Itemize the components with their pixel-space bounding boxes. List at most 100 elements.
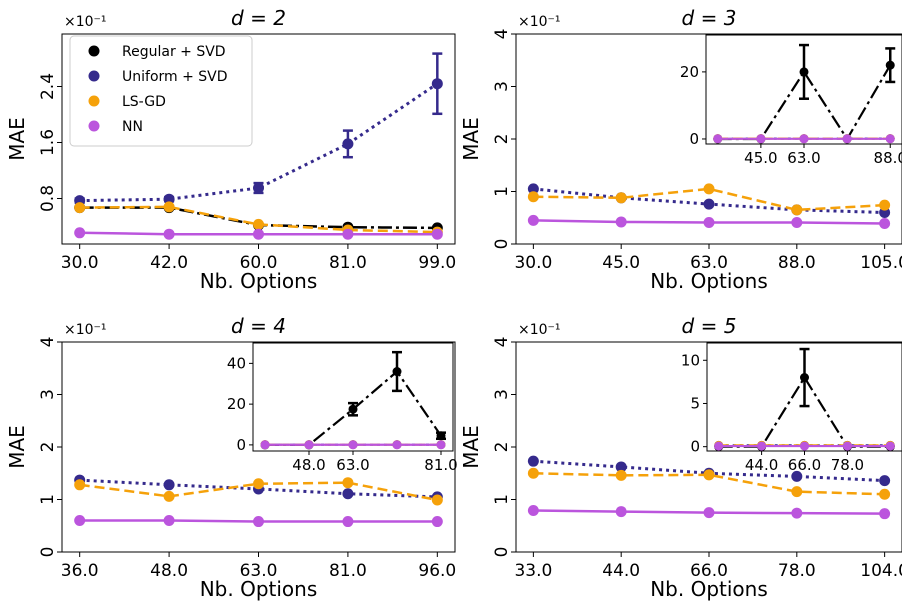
y-tick-label: 3 bbox=[492, 81, 512, 92]
inset-x-tick-label: 48.0 bbox=[292, 456, 325, 474]
x-axis-label: Nb. Options bbox=[200, 269, 318, 293]
series-point bbox=[253, 182, 264, 194]
x-tick-label: 81.0 bbox=[329, 561, 367, 581]
series-point bbox=[431, 494, 443, 506]
subplot-3: d = 4 ×10⁻¹ 36.0 48.0 63.0 81.0 96.0 Nb. Option… bbox=[5, 314, 458, 601]
series-point bbox=[791, 507, 803, 519]
legend-box bbox=[69, 35, 253, 147]
series-point bbox=[74, 227, 86, 239]
y-tick-label: 2 bbox=[38, 442, 58, 453]
y-multiplier: ×10⁻¹ bbox=[518, 14, 561, 30]
y-tick-label: 0.8 bbox=[38, 185, 58, 212]
plot-area bbox=[74, 52, 443, 240]
series-line-ls-gd bbox=[533, 472, 885, 496]
series-line-uniform-svd bbox=[79, 82, 439, 203]
series-point bbox=[879, 488, 891, 500]
inset-x-tick-label: 78.0 bbox=[831, 456, 864, 474]
x-tick-label: 60.0 bbox=[240, 253, 278, 273]
series-point bbox=[615, 469, 627, 481]
series-point bbox=[342, 228, 354, 240]
series-point bbox=[431, 516, 443, 528]
series-point bbox=[431, 78, 443, 90]
x-tick-label: 105.0 bbox=[860, 253, 902, 273]
inset-y-tick-label: 0 bbox=[689, 130, 699, 148]
y-tick-label: 4 bbox=[492, 29, 512, 40]
legend-label: Regular + SVD bbox=[122, 44, 226, 60]
series-point bbox=[342, 488, 354, 500]
inset-series-point bbox=[756, 134, 766, 144]
x-tick-label: 63.0 bbox=[690, 253, 728, 273]
inset-plot: 0 20 40 48.0 63.0 81.0 bbox=[227, 342, 458, 474]
series-point bbox=[163, 479, 175, 491]
inset-series-point bbox=[348, 440, 358, 450]
inset-x-tick-label: 81.0 bbox=[424, 456, 457, 474]
x-tick-label: 104.0 bbox=[860, 561, 902, 581]
x-tick-label: 42.0 bbox=[150, 253, 188, 273]
x-tick-label: 44.0 bbox=[602, 561, 640, 581]
series-point bbox=[879, 475, 891, 487]
inset-series-point bbox=[799, 134, 809, 144]
series-point bbox=[527, 183, 539, 195]
subplot-4: d = 5 ×10⁻¹ 33.0 44.0 66.0 78.0 104.0 Nb. Optio… bbox=[459, 314, 902, 601]
legend-label: Uniform + SVD bbox=[122, 69, 228, 85]
x-tick-label: 33.0 bbox=[514, 561, 552, 581]
series-point bbox=[615, 506, 627, 518]
series-point bbox=[253, 516, 264, 528]
series-point bbox=[74, 515, 86, 526]
x-tick-label: 45.0 bbox=[602, 253, 640, 273]
inset-series-point bbox=[885, 441, 895, 451]
inset-series-point bbox=[304, 440, 314, 450]
chart-title: d = 4 bbox=[231, 314, 286, 338]
series-point bbox=[527, 505, 539, 517]
series-point bbox=[342, 477, 354, 489]
inset-y-tick-label: 20 bbox=[680, 63, 699, 81]
y-axis-label: MAE bbox=[5, 425, 29, 469]
x-tick-label: 63.0 bbox=[240, 561, 278, 581]
y-tick-label: 1 bbox=[492, 494, 512, 505]
x-tick-label: 81.0 bbox=[329, 253, 367, 273]
inset-y-tick-label: 0 bbox=[236, 436, 246, 454]
legend-marker bbox=[88, 45, 100, 57]
series-point bbox=[615, 216, 627, 228]
series-point bbox=[791, 470, 803, 482]
y-tick-label: 2 bbox=[492, 134, 512, 145]
legend: Regular + SVD Uniform + SVD LS-GD NN bbox=[69, 35, 253, 147]
series-point bbox=[703, 469, 715, 481]
inset-x-tick-label: 63.0 bbox=[336, 456, 369, 474]
series-point bbox=[703, 507, 715, 519]
chart-title: d = 5 bbox=[682, 314, 737, 338]
y-tick-label: 1 bbox=[492, 186, 512, 197]
inset-series-point bbox=[799, 67, 809, 77]
plot-area bbox=[527, 183, 891, 230]
x-tick-label: 78.0 bbox=[778, 561, 816, 581]
series-point bbox=[527, 467, 539, 479]
inset-series-point bbox=[800, 441, 809, 451]
series-point bbox=[342, 516, 354, 528]
x-tick-label: 99.0 bbox=[418, 253, 456, 273]
x-tick-label: 48.0 bbox=[150, 561, 188, 581]
series-point bbox=[703, 198, 715, 210]
x-tick-label: 88.0 bbox=[778, 253, 816, 273]
series-point bbox=[791, 204, 803, 216]
inset-series-point bbox=[713, 134, 723, 144]
series-point bbox=[527, 455, 539, 467]
series-point bbox=[163, 228, 175, 240]
inset-y-tick-label: 20 bbox=[227, 395, 246, 413]
inset-plot: 0 5 10 44.0 66.0 78.0 bbox=[681, 342, 902, 474]
series-point bbox=[163, 515, 175, 526]
series-point bbox=[163, 193, 175, 205]
y-axis-label: MAE bbox=[459, 425, 483, 469]
legend-marker bbox=[88, 120, 100, 132]
series-point bbox=[791, 486, 803, 498]
inset-x-tick-label: 88.0 bbox=[874, 149, 902, 167]
inset-series-point bbox=[436, 440, 446, 450]
inset-plot: 0 20 45.0 63.0 88.0 bbox=[680, 34, 902, 167]
inset-x-tick-label: 66.0 bbox=[788, 456, 821, 474]
inset-series-point bbox=[714, 441, 724, 451]
x-axis-label: Nb. Options bbox=[200, 577, 318, 601]
inset-frame bbox=[252, 342, 454, 452]
inset-series-point bbox=[757, 441, 767, 451]
y-tick-label: 3 bbox=[38, 389, 58, 400]
plot-area bbox=[527, 455, 891, 520]
